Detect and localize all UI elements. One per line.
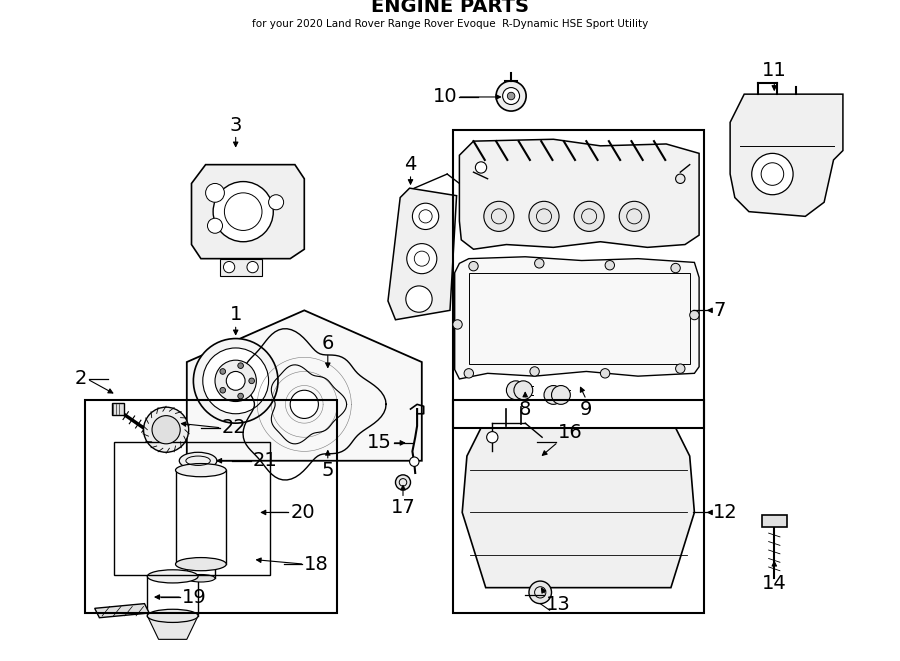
Circle shape (487, 432, 498, 443)
Text: 1: 1 (230, 305, 242, 325)
Circle shape (676, 174, 685, 184)
Circle shape (752, 153, 793, 195)
Circle shape (502, 87, 519, 104)
Circle shape (469, 262, 478, 271)
Ellipse shape (176, 463, 226, 477)
Circle shape (574, 202, 604, 231)
Circle shape (215, 360, 256, 401)
Text: 11: 11 (762, 61, 787, 80)
Circle shape (544, 385, 562, 405)
Text: 14: 14 (762, 574, 787, 592)
Text: 8: 8 (519, 400, 531, 418)
Text: 15: 15 (367, 434, 392, 452)
Circle shape (194, 338, 278, 423)
Circle shape (475, 162, 487, 173)
Circle shape (453, 320, 463, 329)
Circle shape (395, 475, 410, 490)
Polygon shape (730, 94, 843, 216)
Circle shape (507, 381, 526, 400)
Text: for your 2020 Land Rover Range Rover Evoque  R-Dynamic HSE Sport Utility: for your 2020 Land Rover Range Rover Evo… (252, 19, 648, 28)
Circle shape (484, 202, 514, 231)
Ellipse shape (148, 609, 198, 623)
Circle shape (605, 260, 615, 270)
Bar (762, 516, 787, 527)
Text: 19: 19 (182, 588, 207, 607)
Circle shape (220, 387, 226, 393)
Circle shape (248, 378, 255, 383)
Polygon shape (220, 258, 262, 276)
Circle shape (552, 385, 571, 405)
Circle shape (226, 371, 245, 390)
Polygon shape (463, 428, 695, 588)
Text: 17: 17 (391, 498, 416, 518)
Circle shape (410, 457, 419, 467)
Circle shape (464, 369, 473, 378)
Circle shape (412, 203, 438, 229)
Circle shape (223, 262, 235, 273)
Text: 4: 4 (404, 155, 417, 174)
Circle shape (238, 393, 243, 399)
Circle shape (670, 263, 680, 273)
Bar (114, 442, 269, 576)
Text: 16: 16 (558, 423, 583, 442)
Circle shape (247, 262, 258, 273)
Text: 2: 2 (75, 369, 87, 389)
Polygon shape (459, 139, 699, 249)
Bar (453, 130, 704, 428)
Text: 20: 20 (290, 503, 315, 522)
Circle shape (529, 581, 552, 603)
Bar (453, 400, 704, 613)
Polygon shape (94, 603, 149, 618)
Ellipse shape (148, 570, 198, 583)
Circle shape (208, 218, 222, 233)
Text: 5: 5 (321, 461, 334, 480)
Text: 22: 22 (221, 418, 247, 438)
Circle shape (144, 407, 189, 452)
Circle shape (213, 182, 274, 242)
Text: 9: 9 (580, 400, 592, 418)
Polygon shape (388, 188, 456, 320)
Text: 10: 10 (433, 87, 457, 106)
Text: 3: 3 (230, 116, 242, 135)
Polygon shape (192, 165, 304, 258)
Polygon shape (148, 616, 198, 639)
Polygon shape (112, 403, 124, 414)
Circle shape (205, 184, 224, 202)
Circle shape (202, 348, 268, 414)
Text: 6: 6 (321, 334, 334, 353)
Circle shape (238, 363, 243, 368)
Text: 7: 7 (713, 301, 725, 320)
Circle shape (496, 81, 526, 111)
Circle shape (676, 364, 685, 373)
Bar (86, 400, 338, 613)
Ellipse shape (176, 558, 226, 570)
Ellipse shape (179, 452, 217, 469)
Circle shape (689, 311, 699, 320)
Text: 12: 12 (713, 503, 738, 522)
Polygon shape (454, 256, 699, 379)
Circle shape (152, 416, 180, 444)
Circle shape (600, 369, 610, 378)
Circle shape (508, 93, 515, 100)
Ellipse shape (187, 574, 215, 582)
Circle shape (514, 381, 533, 400)
Circle shape (268, 195, 284, 210)
Circle shape (530, 367, 539, 376)
Circle shape (290, 390, 319, 418)
Text: 18: 18 (304, 555, 329, 574)
Text: 21: 21 (253, 451, 277, 470)
Circle shape (407, 244, 436, 274)
Circle shape (220, 369, 226, 374)
Circle shape (406, 286, 432, 312)
Circle shape (619, 202, 649, 231)
Text: 13: 13 (546, 595, 571, 614)
Circle shape (535, 258, 544, 268)
Circle shape (529, 202, 559, 231)
Text: ENGINE PARTS: ENGINE PARTS (371, 0, 529, 17)
Polygon shape (187, 311, 422, 461)
